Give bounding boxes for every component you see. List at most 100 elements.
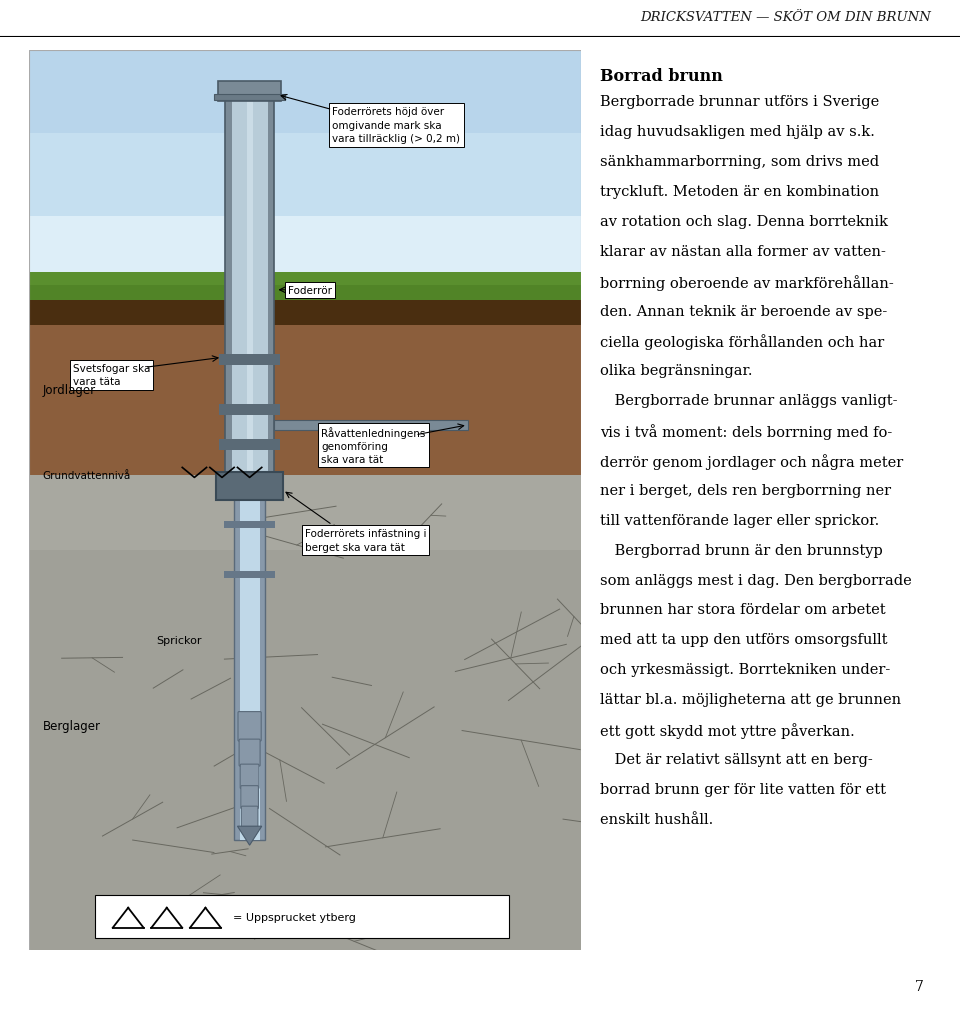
Text: den. Annan teknik är beroende av spe-: den. Annan teknik är beroende av spe- bbox=[600, 304, 887, 318]
Bar bbox=[29, 169, 581, 176]
Bar bbox=[29, 57, 581, 63]
FancyBboxPatch shape bbox=[240, 764, 259, 789]
Bar bbox=[29, 282, 581, 288]
Bar bbox=[29, 294, 581, 300]
Bar bbox=[29, 94, 581, 100]
Text: Bergborrade brunnar anläggs vanligt-: Bergborrade brunnar anläggs vanligt- bbox=[600, 394, 898, 407]
Bar bbox=[29, 217, 581, 300]
Text: Bergborrade brunnar utförs i Sverige: Bergborrade brunnar utförs i Sverige bbox=[600, 95, 879, 109]
Bar bbox=[95, 896, 509, 938]
Bar bbox=[231, 100, 268, 490]
Bar bbox=[29, 300, 581, 326]
FancyBboxPatch shape bbox=[241, 807, 258, 827]
Text: lättar bl.a. möjligheterna att ge brunnen: lättar bl.a. möjligheterna att ge brunne… bbox=[600, 693, 901, 707]
Bar bbox=[29, 219, 581, 225]
Text: brunnen har stora fördelar om arbetet: brunnen har stora fördelar om arbetet bbox=[600, 603, 886, 617]
Bar bbox=[29, 131, 581, 139]
Bar bbox=[29, 82, 581, 88]
Text: tryckluft. Metoden är en kombination: tryckluft. Metoden är en kombination bbox=[600, 185, 879, 199]
Bar bbox=[29, 51, 581, 300]
Bar bbox=[275, 421, 468, 431]
Bar bbox=[29, 119, 581, 125]
Bar bbox=[240, 490, 259, 840]
Bar bbox=[29, 285, 581, 300]
Bar bbox=[29, 288, 581, 294]
Text: Borrad brunn: Borrad brunn bbox=[600, 68, 723, 85]
Text: och yrkesmässigt. Borrtekniken under-: och yrkesmässigt. Borrtekniken under- bbox=[600, 662, 890, 676]
Bar bbox=[29, 63, 581, 70]
Text: vis i två moment: dels borrning med fo-: vis i två moment: dels borrning med fo- bbox=[600, 424, 892, 440]
FancyBboxPatch shape bbox=[218, 82, 281, 101]
Text: Jordlager: Jordlager bbox=[42, 384, 96, 397]
FancyBboxPatch shape bbox=[241, 786, 258, 809]
Text: Råvattenledningens
genomföring
ska vara tät: Råvattenledningens genomföring ska vara … bbox=[322, 427, 425, 465]
Bar bbox=[29, 145, 581, 151]
Text: borrad brunn ger för lite vatten för ett: borrad brunn ger för lite vatten för ett bbox=[600, 783, 886, 796]
Polygon shape bbox=[237, 826, 262, 845]
Bar bbox=[29, 157, 581, 163]
Bar bbox=[29, 245, 581, 251]
Bar bbox=[29, 200, 581, 207]
Bar bbox=[29, 276, 581, 282]
Bar bbox=[219, 355, 280, 365]
Text: Grundvattennivå: Grundvattennivå bbox=[42, 470, 131, 480]
Bar bbox=[29, 51, 581, 133]
Text: derrör genom jordlager och några meter: derrör genom jordlager och några meter bbox=[600, 454, 903, 469]
Text: borrning oberoende av markförehållan-: borrning oberoende av markförehållan- bbox=[600, 274, 894, 290]
Text: olika begränsningar.: olika begränsningar. bbox=[600, 364, 753, 378]
Text: klarar av nästan alla former av vatten-: klarar av nästan alla former av vatten- bbox=[600, 245, 886, 259]
Bar bbox=[29, 326, 581, 475]
Bar bbox=[225, 522, 275, 529]
FancyBboxPatch shape bbox=[238, 712, 261, 741]
Text: = Uppsprucket ytberg: = Uppsprucket ytberg bbox=[233, 912, 356, 922]
Bar bbox=[29, 273, 581, 300]
Bar bbox=[29, 213, 581, 219]
Bar bbox=[29, 125, 581, 131]
Bar bbox=[247, 100, 253, 490]
Bar bbox=[29, 269, 581, 276]
Bar bbox=[29, 182, 581, 188]
Bar bbox=[217, 473, 283, 500]
Bar bbox=[29, 51, 581, 57]
Bar bbox=[219, 404, 280, 416]
Text: DRICKSVATTEN — SKÖT OM DIN BRUNN: DRICKSVATTEN — SKÖT OM DIN BRUNN bbox=[640, 11, 931, 23]
Bar bbox=[29, 133, 581, 217]
Bar bbox=[29, 88, 581, 94]
Text: Svetsfogar ska
vara täta: Svetsfogar ska vara täta bbox=[73, 364, 151, 387]
Bar bbox=[29, 194, 581, 200]
Bar bbox=[219, 440, 280, 451]
Bar bbox=[29, 151, 581, 157]
Text: Berglager: Berglager bbox=[42, 719, 101, 732]
Bar bbox=[29, 232, 581, 238]
Text: Foderrörets höjd över
omgivande mark ska
vara tillräcklig (> 0,2 m): Foderrörets höjd över omgivande mark ska… bbox=[332, 107, 461, 144]
Bar bbox=[29, 475, 581, 550]
Bar bbox=[225, 572, 275, 578]
Bar bbox=[214, 95, 285, 100]
Bar bbox=[29, 263, 581, 269]
Text: ner i berget, dels ren bergborrning ner: ner i berget, dels ren bergborrning ner bbox=[600, 483, 891, 497]
Text: Det är relativt sällsynt att en berg-: Det är relativt sällsynt att en berg- bbox=[600, 752, 873, 766]
Bar bbox=[29, 163, 581, 169]
Bar bbox=[29, 207, 581, 213]
Bar bbox=[29, 257, 581, 263]
FancyBboxPatch shape bbox=[239, 739, 260, 766]
Text: enskilt hushåll.: enskilt hushåll. bbox=[600, 812, 713, 826]
Text: sänkhammarborrning, som drivs med: sänkhammarborrning, som drivs med bbox=[600, 155, 879, 169]
Text: ciella geologiska förhållanden och har: ciella geologiska förhållanden och har bbox=[600, 335, 884, 350]
Text: 7: 7 bbox=[915, 979, 924, 993]
Text: som anläggs mest i dag. Den bergborrade: som anläggs mest i dag. Den bergborrade bbox=[600, 573, 912, 587]
Text: ett gott skydd mot yttre påverkan.: ett gott skydd mot yttre påverkan. bbox=[600, 722, 854, 738]
Text: till vattenförande lager eller sprickor.: till vattenförande lager eller sprickor. bbox=[600, 514, 879, 528]
Bar bbox=[29, 113, 581, 119]
Bar bbox=[225, 100, 275, 490]
Bar bbox=[234, 490, 265, 840]
Text: med att ta upp den utförs omsorgsfullt: med att ta upp den utförs omsorgsfullt bbox=[600, 633, 887, 647]
Bar bbox=[29, 107, 581, 113]
Bar bbox=[29, 225, 581, 232]
Bar bbox=[29, 238, 581, 245]
Bar bbox=[29, 251, 581, 257]
Bar bbox=[29, 188, 581, 194]
Bar bbox=[29, 100, 581, 107]
Bar bbox=[29, 176, 581, 182]
Text: Bergborrad brunn är den brunnstyp: Bergborrad brunn är den brunnstyp bbox=[600, 543, 883, 557]
